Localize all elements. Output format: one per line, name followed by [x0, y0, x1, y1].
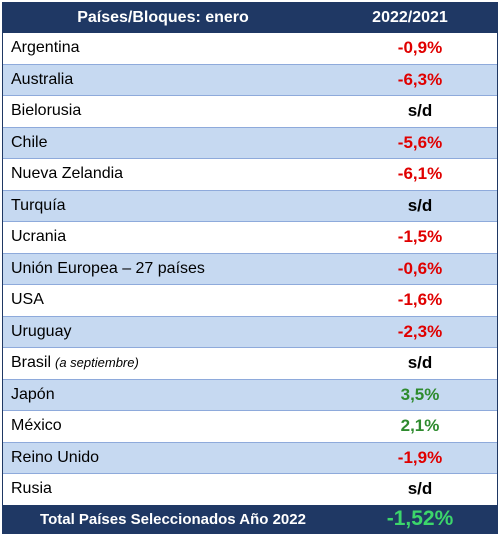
variation-value: -0,6% [397, 258, 443, 278]
variation-value: 2,1% [400, 416, 440, 436]
table-header: Países/Bloques: enero 2022/2021 [3, 3, 497, 33]
header-period-label: 2022/2021 [372, 9, 448, 26]
country-label: Ucrania [11, 228, 67, 246]
table-row: Uruguay -2,3% [3, 316, 497, 348]
table-row: Argentina -0,9% [3, 33, 497, 65]
country-label: Brasil [11, 354, 52, 372]
country-name: Bielorusia [3, 102, 343, 120]
table-row: Unión Europea – 27 países -0,6% [3, 253, 497, 285]
country-name: Turquía [3, 197, 343, 215]
table-row: Chile -5,6% [3, 127, 497, 159]
variation-value: s/d [407, 195, 433, 215]
table-row: México 2,1% [3, 411, 497, 443]
variation-value: s/d [407, 101, 433, 121]
country-label: Reino Unido [11, 448, 100, 466]
variation-value: s/d [407, 353, 433, 373]
country-name: Japón [3, 386, 343, 404]
table-row: Australia -6,3% [3, 64, 497, 96]
table-row: Ucrania -1,5% [3, 222, 497, 254]
total-label: Total Países Seleccionados Año 2022 [40, 510, 306, 528]
country-name: Unión Europea – 27 países [3, 260, 343, 278]
country-name: Australia [3, 71, 343, 89]
total-value: -1,52% [386, 507, 454, 530]
table-row: Bielorusia s/d [3, 96, 497, 128]
country-label: Japón [11, 385, 55, 403]
country-label: Uruguay [11, 322, 72, 340]
country-name: Uruguay [3, 323, 343, 341]
country-label: México [11, 417, 62, 435]
country-label: Argentina [11, 39, 80, 57]
country-name: Nueva Zelandia [3, 165, 343, 183]
variation-value: -5,6% [397, 132, 443, 152]
table-row: Japón 3,5% [3, 379, 497, 411]
variation-value: -1,6% [397, 290, 443, 310]
country-name: Rusia [3, 480, 343, 498]
country-name: Chile [3, 134, 343, 152]
table-row: Reino Unido -1,9% [3, 442, 497, 474]
table-row: Turquía s/d [3, 190, 497, 222]
country-label: Chile [11, 133, 48, 151]
country-note: (a septiembre) [55, 355, 139, 371]
variation-value: -1,5% [397, 227, 443, 247]
country-name: Ucrania [3, 228, 343, 246]
country-name: Argentina [3, 39, 343, 57]
country-name: USA [3, 291, 343, 309]
country-label: Australia [11, 70, 74, 88]
table-row: Nueva Zelandia -6,1% [3, 159, 497, 191]
variation-value: s/d [407, 479, 433, 499]
variation-value: -2,3% [397, 321, 443, 341]
variation-value: -0,9% [397, 38, 443, 58]
variation-value: -6,3% [397, 69, 443, 89]
variation-value: -1,9% [397, 447, 443, 467]
country-label: Nueva Zelandia [11, 165, 124, 183]
country-label: USA [11, 291, 44, 309]
table-row: USA -1,6% [3, 285, 497, 317]
country-name: Brasil (a septiembre) [3, 354, 343, 372]
country-label: Turquía [11, 196, 66, 214]
header-country-label: Países/Bloques: enero [77, 9, 249, 26]
country-label: Rusia [11, 480, 52, 498]
table-row: Rusia s/d [3, 474, 497, 506]
table-footer: Total Países Seleccionados Año 2022 -1,5… [3, 505, 497, 533]
table-row: Brasil (a septiembre) s/d [3, 348, 497, 380]
country-name: México [3, 417, 343, 435]
variation-value: 3,5% [400, 384, 440, 404]
country-name: Reino Unido [3, 449, 343, 467]
country-label: Bielorusia [11, 102, 82, 120]
variation-value: -6,1% [397, 164, 443, 184]
country-label: Unión Europea – 27 países [11, 259, 205, 277]
